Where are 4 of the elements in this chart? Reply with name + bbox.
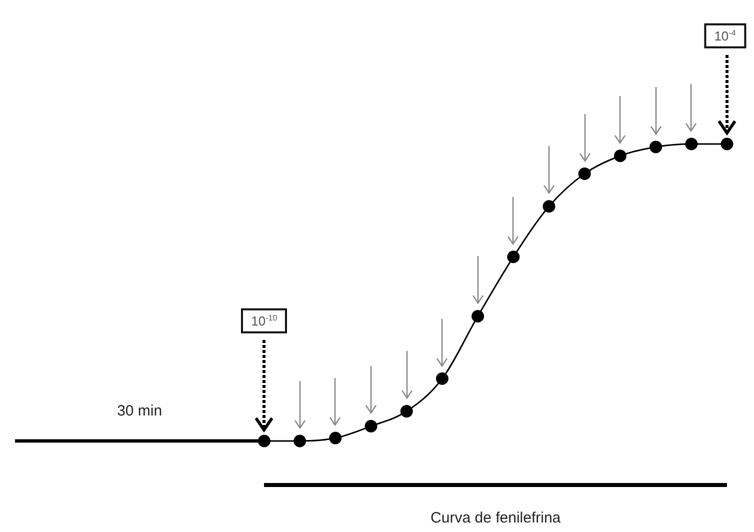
text: 10$^{-4}$: [704, 23, 746, 49]
annotation: 10$^{-10}$: [241, 308, 288, 334]
text: Curva de fenilefrina: [430, 510, 561, 526]
annotation: 30 min: [117, 402, 162, 420]
